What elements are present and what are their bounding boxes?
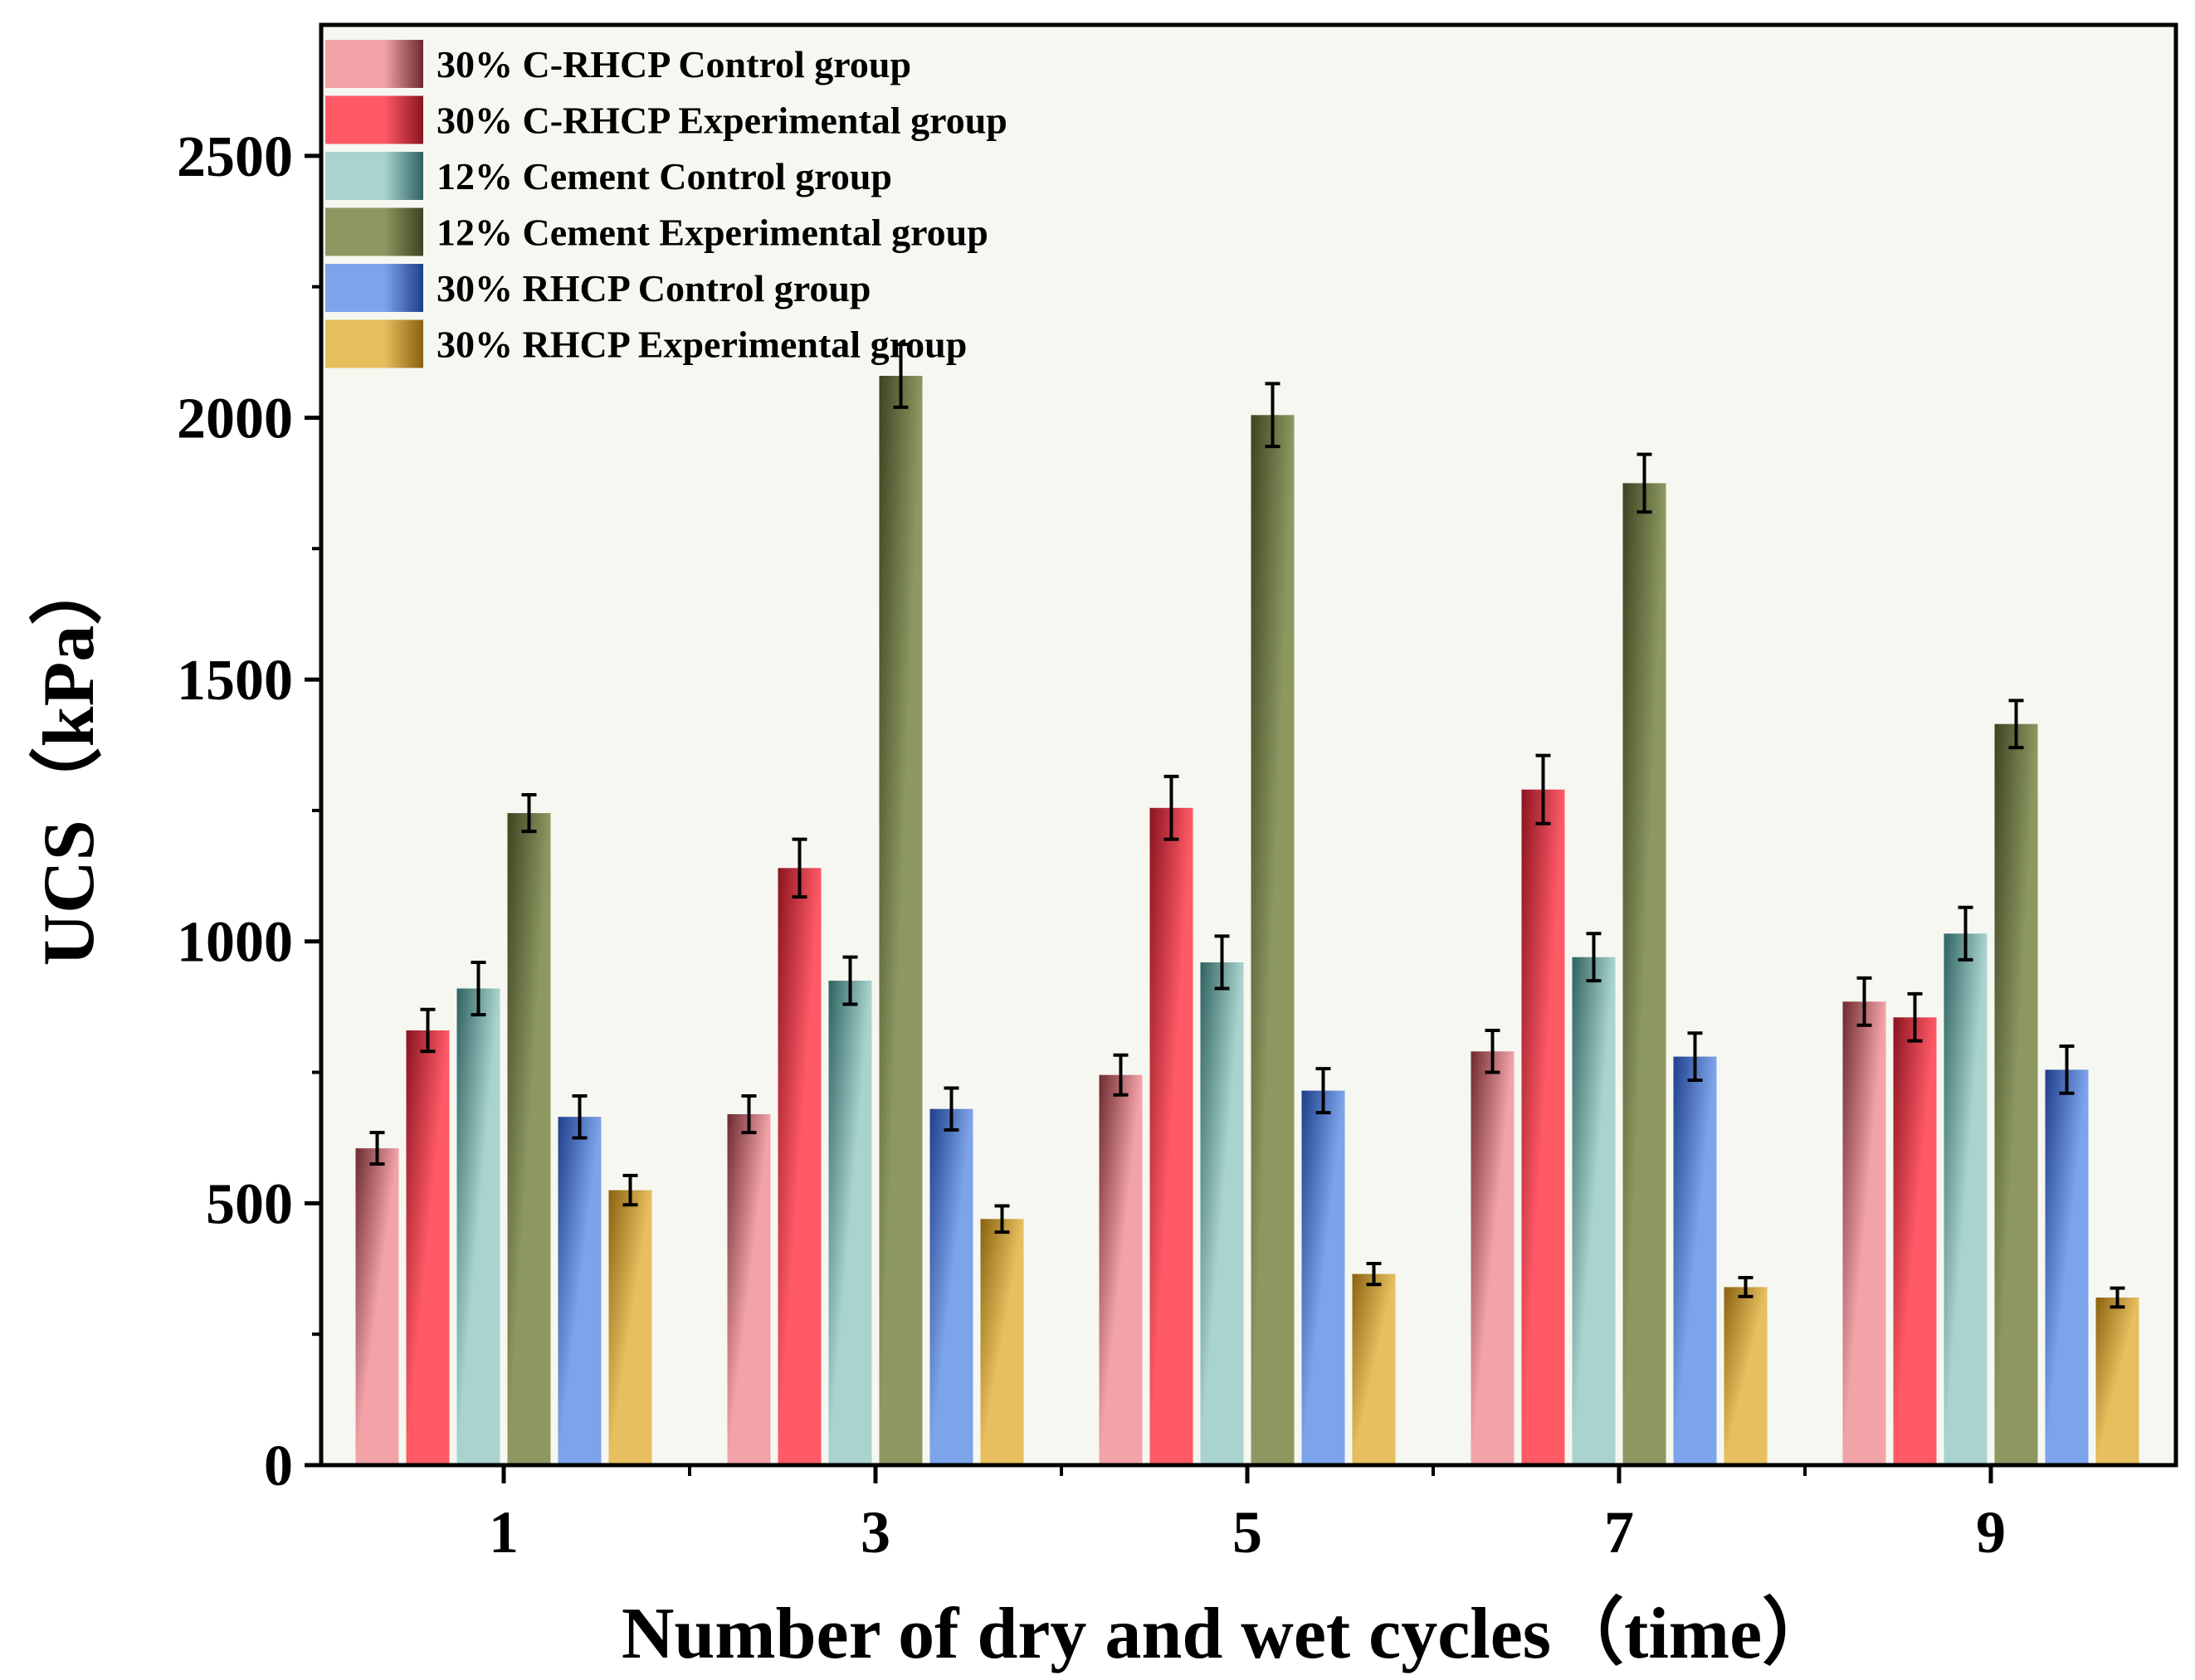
y-tick-label-2500: 2500 <box>177 125 293 189</box>
error-bar-cycle-3-series-2 <box>842 955 858 1006</box>
error-bar-cycle-1-series-5 <box>622 1173 638 1207</box>
error-bar-cycle-7-series-2 <box>1586 932 1602 983</box>
x-tick-label-3: 3 <box>861 1499 890 1566</box>
legend-label-3: 12% Cement Experimental group <box>437 212 988 254</box>
error-bar-cycle-1-series-0 <box>369 1131 385 1166</box>
bar-cycle-5-series-0 <box>1099 1074 1143 1465</box>
error-bar-cycle-9-series-3 <box>2008 699 2024 750</box>
x-tick-label-1: 1 <box>489 1499 519 1566</box>
bar-cycle-3-series-0 <box>727 1114 771 1465</box>
legend-swatch-4 <box>325 264 423 312</box>
error-bar-cycle-7-series-5 <box>1738 1276 1754 1298</box>
error-bar-cycle-3-series-3 <box>893 343 909 409</box>
bar-cycle-3-series-1 <box>778 868 822 1465</box>
y-tick-label-2000: 2000 <box>177 387 293 450</box>
error-bar-cycle-5-series-3 <box>1265 382 1280 449</box>
legend-swatch-5 <box>325 319 423 368</box>
x-axis: 1 3 5 7 9 <box>489 1465 2006 1566</box>
error-bar-cycle-3-series-1 <box>792 837 807 899</box>
error-bar-cycle-5-series-5 <box>1366 1261 1382 1287</box>
y-tick-label-1500: 1500 <box>177 649 293 713</box>
bar-cycle-9-series-0 <box>1842 1001 1886 1465</box>
error-bar-cycle-3-series-5 <box>994 1204 1010 1234</box>
bar-cycle-5-series-5 <box>1352 1273 1396 1465</box>
bar-cycle-3-series-5 <box>980 1219 1024 1465</box>
error-bar-cycle-3-series-0 <box>741 1093 757 1135</box>
bar-cycle-9-series-4 <box>2045 1069 2089 1465</box>
legend-swatch-1 <box>325 95 423 144</box>
bars-layer <box>355 376 2139 1465</box>
bar-cycle-7-series-1 <box>1521 789 1565 1465</box>
bar-cycle-1-series-2 <box>456 988 500 1465</box>
x-axis-title: Number of dry and wet cycles（time） <box>622 1594 1835 1674</box>
bar-cycle-3-series-4 <box>929 1108 973 1465</box>
bar-cycle-5-series-1 <box>1149 807 1193 1465</box>
y-axis: 0 500 1000 1500 2000 2500 <box>177 125 321 1498</box>
bar-cycle-7-series-5 <box>1724 1287 1768 1465</box>
error-bar-cycle-1-series-2 <box>471 960 486 1017</box>
error-bar-cycle-5-series-0 <box>1113 1053 1129 1097</box>
error-bars-layer <box>369 343 2125 1309</box>
y-tick-label-1000: 1000 <box>177 911 293 975</box>
legend: 30% C-RHCP Control group 30% C-RHCP Exper… <box>325 40 1007 368</box>
error-bar-cycle-9-series-5 <box>2110 1286 2125 1309</box>
error-bar-cycle-1-series-3 <box>521 792 537 834</box>
bar-cycle-7-series-0 <box>1471 1051 1515 1465</box>
legend-swatch-0 <box>325 40 423 88</box>
error-bar-cycle-7-series-3 <box>1636 452 1652 514</box>
bar-cycle-7-series-4 <box>1673 1056 1717 1465</box>
bar-cycle-3-series-2 <box>828 981 872 1465</box>
legend-label-1: 30% C-RHCP Experimental group <box>437 100 1007 142</box>
bar-cycle-9-series-1 <box>1893 1017 1937 1465</box>
error-bar-cycle-7-series-0 <box>1485 1029 1500 1074</box>
bar-cycle-3-series-3 <box>879 376 923 1465</box>
error-bar-cycle-5-series-4 <box>1315 1067 1331 1115</box>
error-bar-cycle-1-series-1 <box>420 1007 436 1054</box>
error-bar-cycle-5-series-2 <box>1214 934 1230 991</box>
bar-cycle-1-series-0 <box>355 1148 399 1465</box>
bar-cycle-5-series-4 <box>1301 1090 1345 1465</box>
legend-label-0: 30% C-RHCP Control group <box>437 43 911 85</box>
error-bar-cycle-9-series-2 <box>1958 905 1973 962</box>
y-axis-title: UCS（kPa） <box>29 553 110 967</box>
bar-cycle-1-series-1 <box>406 1030 450 1465</box>
legend-label-2: 12% Cement Control group <box>437 155 892 197</box>
bar-cycle-7-series-3 <box>1622 483 1666 1465</box>
bar-cycle-1-series-5 <box>608 1190 652 1465</box>
legend-label-5: 30% RHCP Experimental group <box>437 324 967 366</box>
error-bar-cycle-3-series-4 <box>944 1086 959 1132</box>
y-tick-label-0: 0 <box>264 1434 293 1498</box>
error-bar-cycle-9-series-0 <box>1856 976 1872 1027</box>
error-bar-cycle-7-series-4 <box>1687 1031 1703 1083</box>
bar-cycle-5-series-3 <box>1251 415 1295 1465</box>
y-tick-label-500: 500 <box>206 1172 293 1236</box>
bar-cycle-9-series-2 <box>1944 933 1988 1465</box>
legend-swatch-3 <box>325 207 423 256</box>
bar-cycle-1-series-3 <box>507 813 551 1465</box>
error-bar-cycle-7-series-1 <box>1535 753 1551 825</box>
bar-cycle-5-series-2 <box>1200 962 1244 1465</box>
bar-cycle-1-series-4 <box>558 1117 602 1465</box>
error-bar-cycle-5-series-1 <box>1163 774 1179 841</box>
error-bar-cycle-1-series-4 <box>572 1093 588 1140</box>
legend-swatch-2 <box>325 152 423 200</box>
error-bar-cycle-9-series-4 <box>2059 1044 2075 1095</box>
x-tick-label-5: 5 <box>1232 1499 1262 1566</box>
x-tick-label-7: 7 <box>1604 1499 1634 1566</box>
legend-label-4: 30% RHCP Control group <box>437 267 871 309</box>
bar-cycle-7-series-2 <box>1572 957 1616 1465</box>
bar-cycle-9-series-3 <box>1994 723 2038 1465</box>
x-tick-label-9: 9 <box>1976 1499 2006 1566</box>
bar-cycle-9-series-5 <box>2095 1298 2139 1465</box>
error-bar-cycle-9-series-1 <box>1907 991 1923 1043</box>
